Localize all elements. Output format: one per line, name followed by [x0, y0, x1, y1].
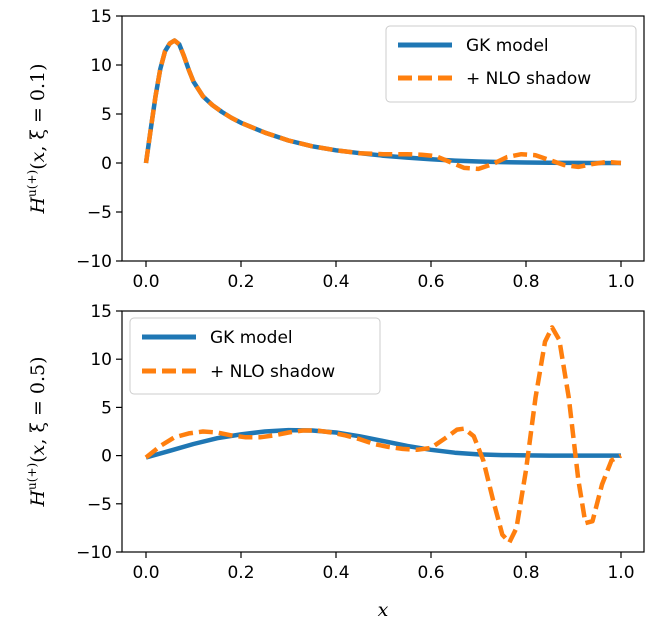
y-axis-label: Hu(+)(x, ξ = 0.5)	[25, 356, 49, 507]
x-tick-label: 0.4	[322, 563, 349, 583]
y-axis-label: Hu(+)(x, ξ = 0.1)	[25, 63, 49, 214]
y-axis-label-superscript: u(+)	[25, 170, 39, 197]
x-tick-label: 0.0	[132, 563, 159, 583]
y-tick-label: −10	[76, 543, 112, 563]
x-tick-label: 0.8	[512, 272, 539, 292]
y-tick-label: 5	[101, 398, 112, 418]
chart-top: 0.0 0.2 0.4 0.6 0.8 1.0 −10 −5 0 5 10 15 Hu(+)(x, ξ…	[25, 7, 645, 292]
y-tick-label: 15	[90, 7, 112, 27]
y-tick-label: 10	[90, 350, 112, 370]
plot-frame	[121, 310, 645, 553]
y-tick-label: −10	[76, 252, 112, 272]
legend-label-nlo: + NLO shadow	[210, 362, 335, 382]
y-axis-label-superscript: u(+)	[25, 463, 39, 490]
x-axis-label: x	[378, 599, 389, 621]
x-tick-label: 0.0	[132, 272, 159, 292]
legend: GK model + NLO shadow	[385, 25, 637, 103]
x-tick-label: 0.4	[322, 272, 349, 292]
series-line-nlo-shadow	[143, 38, 622, 172]
series-line-gk-model	[145, 427, 621, 460]
x-tick-label: 0.6	[417, 272, 444, 292]
axis-ticks: 0.0 0.2 0.4 0.6 0.8 1.0 −10 −5 0 5 10 15	[76, 302, 634, 583]
legend: GK model + NLO shadow	[129, 317, 381, 395]
y-axis-label-rest: (	[27, 455, 49, 462]
series-line-nlo-shadow	[144, 325, 623, 545]
axis-ticks: 0.0 0.2 0.4 0.6 0.8 1.0 −10 −5 0 5 10 15	[76, 7, 634, 292]
x-tick-label: 1.0	[607, 563, 634, 583]
legend-label-gk: GK model	[210, 328, 293, 348]
y-tick-label: −5	[87, 495, 112, 515]
x-tick-label: 0.8	[512, 563, 539, 583]
y-tick-label: 5	[101, 105, 112, 125]
legend-label-nlo: + NLO shadow	[466, 69, 591, 89]
y-tick-label: −5	[87, 203, 112, 223]
chart-bottom: 0.0 0.2 0.4 0.6 0.8 1.0 −10 −5 0 5 10 15 Hu(+)(x, ξ…	[25, 302, 645, 621]
y-tick-label: 15	[90, 302, 112, 322]
plot-lines	[144, 325, 623, 545]
y-tick-label: 10	[90, 56, 112, 76]
x-tick-label: 0.2	[227, 563, 254, 583]
y-tick-label: 0	[101, 447, 112, 467]
plot-lines	[143, 38, 622, 172]
plot-frame	[121, 15, 645, 262]
legend-label-gk: GK model	[466, 36, 549, 56]
x-tick-label: 0.2	[227, 272, 254, 292]
x-tick-label: 1.0	[607, 272, 634, 292]
x-tick-label: 0.6	[417, 563, 444, 583]
y-axis-label-rest: (	[27, 162, 49, 169]
y-tick-label: 0	[101, 154, 112, 174]
